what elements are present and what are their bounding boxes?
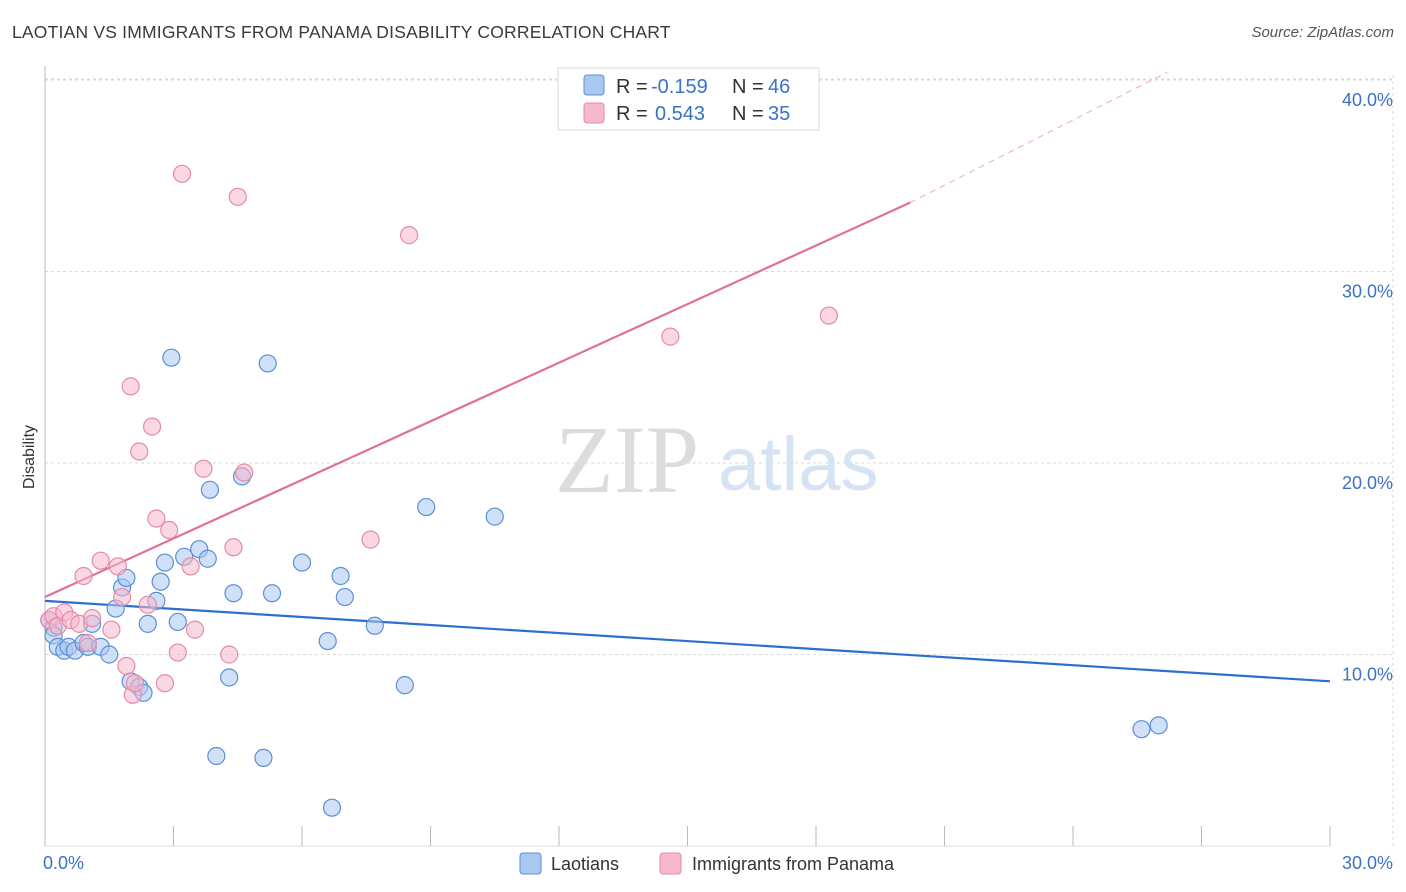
axes-layer: 10.0% 20.0% 30.0% 40.0% 0.0% 30.0% [43,66,1393,873]
data-point-laotians [365,616,384,635]
legend-r-label-1: R = [616,76,648,98]
data-point-panama [108,557,127,576]
data-point-laotians [224,584,243,603]
data-point-panama [228,187,247,206]
y-tick-label: 40.0% [1342,90,1393,110]
data-point-panama [181,557,200,576]
bottom-legend-laotians: Laotians [551,854,619,874]
data-point-laotians [322,798,342,817]
watermark: ZIP atlas [555,406,879,513]
data-point-panama [83,609,102,628]
data-point-panama [220,645,239,664]
data-point-panama [78,633,97,653]
data-point-laotians [200,480,220,499]
trend-line-laotians [44,599,1331,683]
data-point-panama [130,442,149,461]
data-point-panama [361,530,380,549]
data-point-laotians [292,553,312,572]
data-point-panama [661,327,680,346]
data-point-laotians [258,354,277,373]
source-label: Source: ZipAtlas.com [1251,24,1394,41]
data-point-panama [147,509,166,528]
data-point-panama [399,226,419,245]
watermark-atlas: atlas [718,422,879,507]
legend-n-value-2: 35 [768,103,790,125]
data-point-laotians [162,348,181,367]
legend-swatch-panama [583,102,605,124]
data-point-laotians [207,746,226,766]
data-point-panama [125,674,145,693]
data-point-laotians [417,497,436,517]
legend-r-label-2: R = [616,103,648,125]
data-point-panama [160,520,179,540]
grid-layer [45,75,1395,846]
data-point-laotians [318,631,337,651]
trend-extension-panama [910,71,1168,204]
series-legend: Laotians Immigrants from Panama [519,852,895,875]
x-tick-label: 30.0% [1342,853,1393,873]
data-point-laotians [138,614,157,633]
data-point-panama [168,643,187,662]
data-point-laotians [198,549,217,568]
points-layer [40,164,1168,817]
y-tick-label: 20.0% [1342,473,1393,493]
legend-swatch-laotians [583,74,605,96]
y-axis-label: Disability [21,425,38,489]
data-point-panama [138,595,157,614]
data-point-laotians [395,676,414,695]
data-point-panama [224,538,243,557]
data-point-laotians [220,668,239,687]
bottom-swatch-laotians [519,852,542,875]
data-point-laotians [254,748,273,768]
x-tick-label: 0.0% [43,853,84,873]
data-point-laotians [262,584,282,603]
bottom-swatch-panama [659,852,682,875]
y-tick-label: 10.0% [1342,665,1393,685]
chart-title: LAOTIAN VS IMMIGRANTS FROM PANAMA DISABI… [12,22,671,42]
y-tick-label: 30.0% [1342,282,1393,302]
data-point-laotians [155,553,175,572]
data-point-laotians [1149,716,1168,735]
data-point-panama [194,459,213,478]
data-point-panama [155,674,175,693]
data-point-panama [235,463,254,482]
legend-r-value-1: -0.159 [651,76,708,98]
data-point-panama [91,551,110,570]
watermark-zip: ZIP [555,406,699,513]
data-point-panama [117,656,136,676]
data-point-panama [102,620,121,639]
trend-layer [44,71,1331,683]
data-point-panama [142,417,162,436]
legend-n-value-1: 46 [768,76,790,98]
data-point-laotians [331,566,350,586]
data-point-laotians [168,612,187,632]
data-point-laotians [335,587,354,607]
legend-r-value-2: 0.543 [655,103,705,125]
bottom-legend-panama: Immigrants from Panama [692,854,895,874]
legend-n-label-2: N = [732,103,764,125]
data-point-panama [112,587,132,607]
legend-n-label-1: N = [732,76,764,98]
trend-line-panama [44,201,911,599]
data-point-laotians [151,572,170,591]
data-point-panama [74,566,93,586]
data-point-panama [121,377,140,396]
data-point-laotians [100,645,119,664]
data-point-laotians [485,507,504,526]
data-point-panama [819,306,838,325]
data-point-panama [185,620,205,639]
data-point-panama [172,164,192,183]
data-point-laotians [1132,720,1151,739]
stats-legend: R = -0.159 N = 46 R = 0.543 N = 35 [557,67,820,131]
